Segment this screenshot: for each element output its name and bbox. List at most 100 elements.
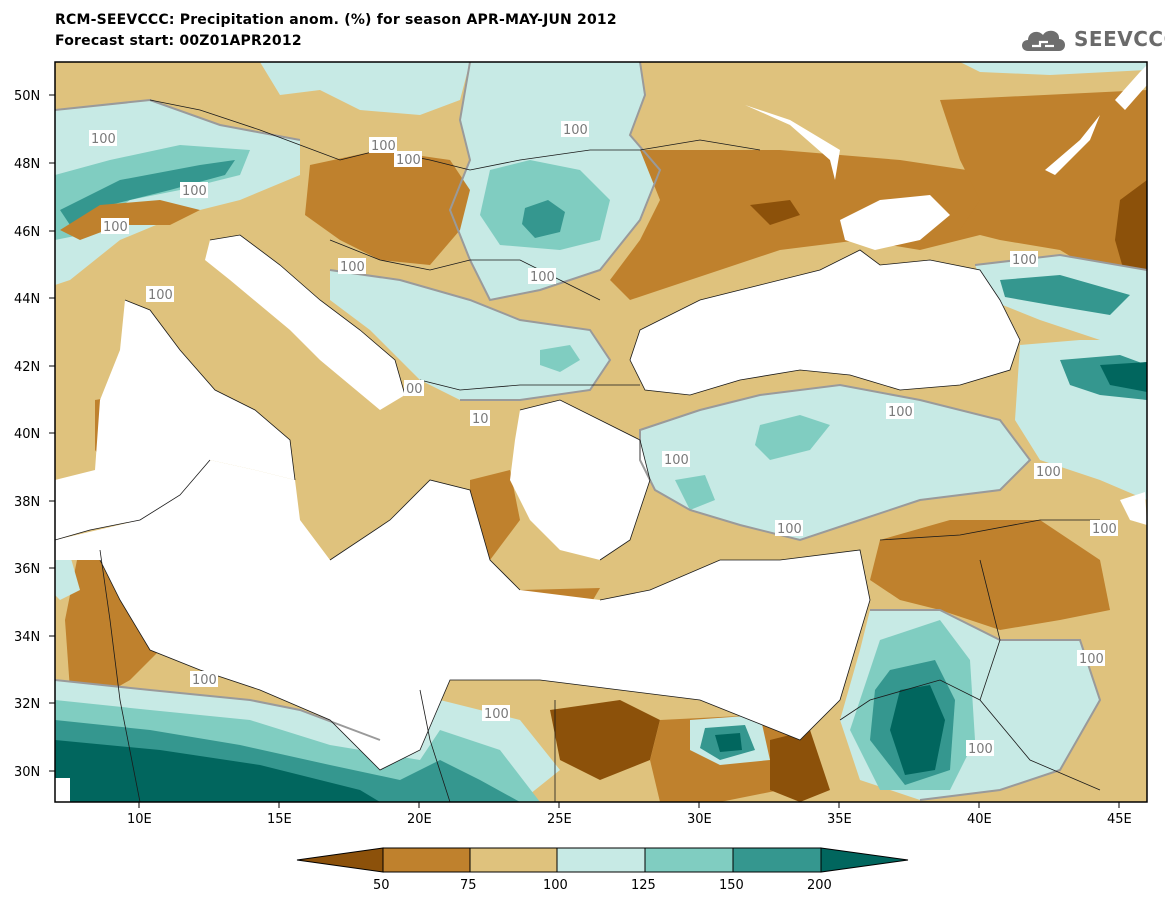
border-line xyxy=(55,459,211,541)
label-bg xyxy=(1034,463,1062,479)
contour-label: 100 xyxy=(664,453,689,468)
label-bg xyxy=(966,740,994,756)
label-bg xyxy=(190,671,218,687)
label-bg xyxy=(561,121,589,137)
label-bg xyxy=(101,218,129,234)
lon-tick-label: 25E xyxy=(547,812,572,827)
border-line xyxy=(419,689,451,802)
contour-labels: 100 100 100 100 100 100 100 100 100 100 … xyxy=(89,121,1118,757)
field-100-125-balkans xyxy=(330,270,610,400)
contour-label: 00 xyxy=(406,382,423,397)
missing-data-spot xyxy=(1120,492,1147,525)
border-line xyxy=(99,549,871,771)
forecast-start-label: Forecast start: 00Z01APR2012 xyxy=(55,33,302,49)
contour-line xyxy=(329,269,612,401)
label-bg xyxy=(404,380,424,396)
contour-label: 100 xyxy=(530,270,555,285)
lat-tick-label: 38N xyxy=(14,495,40,510)
lat-tick-label: 34N xyxy=(14,630,40,645)
field-50-75-hungary xyxy=(305,150,470,265)
field-lt50-libya xyxy=(550,700,660,780)
lon-tick-label: 40E xyxy=(967,812,992,827)
lon-tick-label: 15E xyxy=(267,812,292,827)
contour-line xyxy=(55,98,301,141)
colorbar-label: 150 xyxy=(719,878,744,893)
colorbar-swatch-50-75 xyxy=(382,847,471,873)
map-title: RCM-SEEVCCC: Precipitation anom. (%) for… xyxy=(55,12,617,28)
field-above-200-nile xyxy=(715,733,742,752)
contour-line xyxy=(448,62,662,302)
lat-tick-label: 48N xyxy=(14,157,40,172)
field-50-75-romania xyxy=(610,150,1050,300)
border-line xyxy=(209,234,406,396)
contour-label: 100 xyxy=(968,742,993,757)
label-bg xyxy=(775,520,803,536)
label-bg xyxy=(1077,650,1105,666)
lon-labels: 10E 15E 20E 25E 30E 35E 40E 45E xyxy=(127,812,1132,827)
lat-tick-label: 32N xyxy=(14,697,40,712)
white-patch-sw xyxy=(55,778,70,802)
border-line xyxy=(839,679,981,721)
border-line xyxy=(329,479,521,591)
axis-ticks xyxy=(49,94,1120,808)
lat-tick-label: 50N xyxy=(14,89,40,104)
label-bg xyxy=(528,268,556,284)
border-line xyxy=(419,379,640,391)
contour-label: 10 xyxy=(472,412,489,427)
field-above-200-jordan xyxy=(890,685,945,775)
lat-tick-label: 46N xyxy=(14,225,40,240)
contour-label: 100 xyxy=(1079,652,1104,667)
map-frame xyxy=(54,61,1148,803)
field-150-200-alps xyxy=(60,160,235,225)
contour-line xyxy=(870,609,1102,801)
border-line xyxy=(519,399,651,561)
label-bg xyxy=(662,451,690,467)
field-lt50-sinai xyxy=(770,730,830,802)
missing-data-streak-3 xyxy=(1115,65,1147,110)
colorbar-swatch-125-150 xyxy=(644,847,734,873)
colorbar-label: 100 xyxy=(543,878,568,893)
label-bg xyxy=(180,182,208,198)
contour-label: 100 xyxy=(777,522,802,537)
contour-label: 100 xyxy=(182,184,207,199)
colorbar-label: 50 xyxy=(373,878,390,893)
contour-label: 100 xyxy=(91,132,116,147)
field-above-200-north-africa xyxy=(55,740,380,802)
lon-tick-label: 20E xyxy=(407,812,432,827)
lon-tick-label: 10E xyxy=(127,812,152,827)
lat-tick-label: 44N xyxy=(14,292,40,307)
sea-adriatic xyxy=(205,235,405,410)
border-lines xyxy=(55,99,1101,802)
cloud-logo-icon xyxy=(1022,30,1065,51)
contour-label: 100 xyxy=(148,288,173,303)
field-100-125-alps xyxy=(55,100,300,285)
lat-tick-label: 36N xyxy=(14,562,40,577)
lon-tick-label: 30E xyxy=(687,812,712,827)
field-100-125-west xyxy=(55,555,80,600)
lat-tick-label: 40N xyxy=(14,427,40,442)
label-bg xyxy=(482,705,510,721)
lat-tick-label: 30N xyxy=(14,765,40,780)
field-125-150-bulgaria xyxy=(540,345,580,372)
field-150-200-ukraine xyxy=(522,200,565,238)
contour-lines-100 xyxy=(55,62,1147,801)
contour-label: 100 xyxy=(192,673,217,688)
contour-label: 100 xyxy=(340,260,365,275)
label-bg xyxy=(89,130,117,146)
colorbar-swatch-75-100 xyxy=(469,847,558,873)
label-bg xyxy=(394,151,422,167)
border-line xyxy=(99,549,141,802)
sea-black-sea xyxy=(630,250,1020,395)
label-bg xyxy=(886,403,914,419)
colorbar-swatch-above-200 xyxy=(820,847,909,873)
contour-label: 100 xyxy=(1092,522,1117,537)
colorbar-label: 75 xyxy=(460,878,477,893)
border-line xyxy=(879,519,1100,541)
lon-tick-label: 45E xyxy=(1107,812,1132,827)
contour-label: 100 xyxy=(484,707,509,722)
label-bg xyxy=(470,410,490,426)
label-bg xyxy=(369,137,397,153)
sea-aegean xyxy=(510,400,650,560)
colorbar-label: 125 xyxy=(631,878,656,893)
field-125-150-turkey-1 xyxy=(755,415,830,460)
